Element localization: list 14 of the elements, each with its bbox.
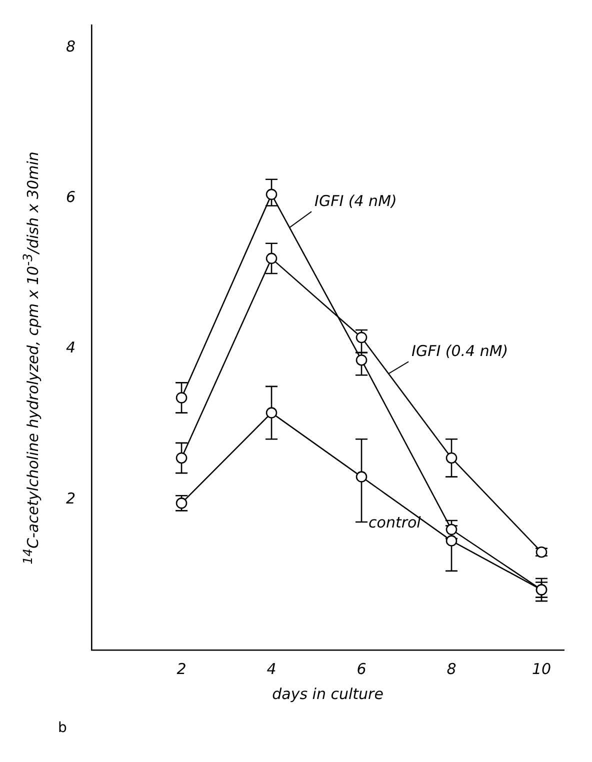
text: b: [58, 720, 67, 736]
series-label: control: [368, 513, 422, 532]
x-tick-label: 6: [356, 660, 366, 678]
x-tick-label: 8: [446, 660, 456, 678]
text: IGFI (4 nM): [314, 192, 397, 210]
x-tick-label: 2: [176, 660, 186, 678]
x-axis-title: days in culture: [272, 684, 384, 703]
y-tick-label: 6: [66, 188, 76, 206]
series-label: IGFI (0.4 nM): [412, 342, 508, 360]
y-tick-label: 2: [66, 489, 76, 508]
y-tick-label: 8: [66, 37, 76, 56]
y-tick-label: 4: [66, 338, 76, 357]
x-tick-label: 10: [532, 660, 552, 678]
x-tick-label: 4: [266, 660, 276, 678]
